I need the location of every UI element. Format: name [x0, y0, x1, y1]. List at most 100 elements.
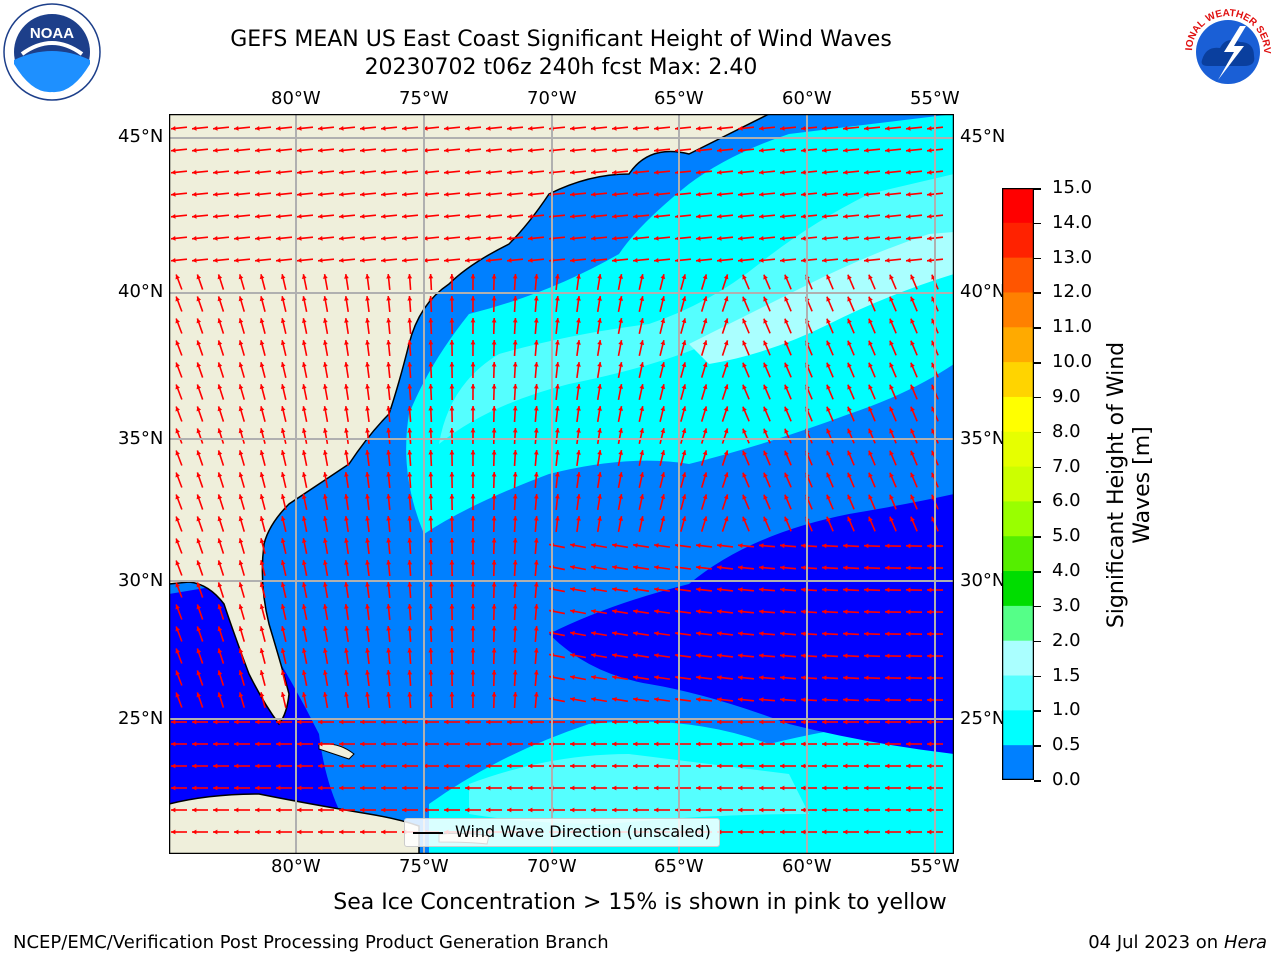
wave-arrow-head	[633, 257, 638, 263]
wave-arrow-head	[612, 169, 617, 175]
wave-arrow-head	[280, 384, 286, 390]
wave-arrow-head	[402, 807, 407, 813]
wave-arrow-head	[784, 274, 789, 280]
lat-label-left: 40°N	[118, 281, 164, 302]
wave-arrow-head	[196, 384, 202, 390]
wave-arrow-head	[696, 543, 701, 548]
wave-arrow-head	[449, 670, 455, 675]
wave-arrow-head	[444, 763, 449, 769]
wave-arrow-head	[889, 296, 894, 302]
wave-arrow-head	[885, 719, 890, 725]
wave-arrow-head	[365, 406, 370, 411]
wave-arrow-head	[196, 670, 202, 676]
wave-arrow-head	[255, 125, 260, 131]
wave-arrow-head	[280, 450, 286, 456]
wave-arrow-head	[238, 406, 244, 412]
wave-arrow-head	[533, 494, 539, 499]
wave-arrow-head	[486, 257, 491, 263]
wave-arrow-head	[449, 494, 455, 499]
wave-arrow-head	[570, 674, 575, 680]
wave-arrow-head	[654, 609, 659, 614]
wave-arrow-head	[259, 670, 265, 676]
wave-arrow-head	[512, 428, 518, 433]
colorbar-cell	[1002, 257, 1034, 293]
wave-arrow-head	[449, 318, 455, 323]
sea-ice-note: Sea Ice Concentration > 15% is shown in …	[333, 890, 947, 915]
lat-label-left: 35°N	[118, 428, 164, 449]
wave-arrow-head	[843, 653, 848, 659]
wave-arrow-head	[717, 697, 722, 702]
wave-arrow-head	[365, 428, 370, 433]
wave-arrow-head	[428, 560, 434, 565]
wave-arrow-head	[512, 340, 518, 345]
wave-arrow-head	[864, 125, 869, 131]
wave-arrow-head	[843, 697, 848, 703]
wave-arrow-head	[175, 604, 180, 610]
wave-arrow-head	[276, 169, 281, 175]
wave-arrow-head	[723, 450, 729, 456]
wave-arrow-head	[259, 406, 265, 412]
wave-arrow-head	[660, 340, 666, 346]
wave-arrow-head	[759, 829, 764, 835]
wave-arrow-head	[318, 191, 323, 197]
wave-arrow-head	[660, 428, 666, 434]
wave-arrow-head	[318, 147, 323, 153]
wave-arrow-head	[717, 169, 722, 175]
wave-arrow-head	[344, 450, 349, 455]
wave-arrow-head	[742, 494, 747, 500]
wave-arrow-head	[906, 125, 911, 131]
wave-arrow-head	[763, 362, 768, 368]
wave-arrow-head	[847, 384, 852, 390]
wave-arrow-head	[864, 257, 869, 263]
wave-arrow-head	[301, 582, 307, 587]
wave-arrow-head	[780, 719, 785, 725]
wave-arrow-head	[386, 538, 392, 543]
wave-arrow-head	[555, 384, 560, 389]
wave-arrow-head	[738, 763, 743, 769]
wave-arrow-head	[591, 565, 596, 570]
wave-arrow-head	[301, 384, 307, 389]
wave-arrow-head	[192, 235, 197, 241]
wave-arrow-head	[702, 296, 708, 302]
wave-arrow-head	[407, 340, 413, 345]
wave-arrow-head	[491, 538, 497, 543]
wave-arrow-head	[322, 604, 328, 609]
wave-arrow-head	[428, 626, 434, 631]
wave-arrow-head	[906, 213, 911, 219]
wave-arrow-head	[822, 587, 827, 593]
wave-arrow-head	[570, 169, 575, 175]
wave-arrow-head	[175, 472, 180, 478]
wave-arrow-head	[470, 450, 476, 455]
wave-arrow-head	[660, 472, 666, 478]
wave-arrow-head	[864, 235, 869, 241]
wave-arrow-head	[175, 648, 180, 654]
wave-arrow-head	[822, 565, 827, 571]
wave-arrow-head	[633, 719, 638, 725]
wave-arrow-head	[171, 257, 176, 263]
wave-arrow-head	[723, 406, 729, 412]
chart-title-line1: GEFS MEAN US East Coast Significant Heig…	[230, 27, 892, 52]
wave-arrow-head	[402, 719, 407, 725]
wave-arrow-head	[444, 213, 449, 219]
wave-arrow-head	[639, 384, 645, 389]
wave-arrow-head	[763, 472, 768, 478]
wave-arrow-head	[512, 604, 518, 609]
wave-arrow-head	[633, 807, 638, 813]
wave-arrow-head	[238, 296, 244, 302]
wave-arrow-head	[717, 763, 722, 769]
wave-arrow-head	[822, 785, 827, 791]
wave-arrow-head	[407, 428, 413, 433]
wave-arrow-head	[465, 213, 470, 219]
wave-arrow-head	[717, 719, 722, 725]
wave-arrow-head	[301, 516, 307, 521]
wave-arrow-head	[276, 807, 281, 813]
wave-arrow-head	[175, 340, 180, 346]
wave-arrow-head	[213, 125, 218, 131]
wave-arrow-head	[717, 565, 722, 570]
wave-arrow-head	[423, 763, 428, 769]
wave-arrow-head	[344, 692, 349, 697]
wave-arrow-head	[927, 543, 932, 549]
wave-arrow-head	[428, 384, 434, 389]
wave-arrow-head	[402, 785, 407, 791]
wave-arrow-head	[633, 147, 638, 153]
